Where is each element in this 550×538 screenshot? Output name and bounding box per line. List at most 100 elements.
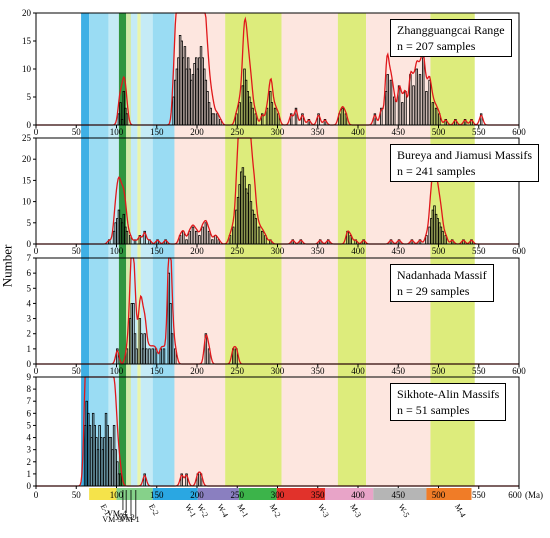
x-tick-label: 600 (512, 366, 526, 376)
time-band (118, 13, 127, 486)
x-tick-label: 300 (271, 246, 285, 256)
x-tick-label: 0 (34, 246, 39, 256)
x-tick-label: 200 (190, 127, 204, 137)
time-band (337, 13, 367, 486)
x-tick-label: 250 (231, 366, 245, 376)
y-tick-label: 1 (27, 469, 32, 479)
time-band (81, 13, 90, 486)
time-band (140, 13, 153, 486)
legend-title: Sikhote-Alin Massifs (397, 387, 500, 401)
event-label: W-4 (215, 503, 230, 519)
y-tick-label: 5 (27, 92, 32, 102)
x-tick-label: 450 (392, 366, 406, 376)
y-tick-label: 7 (27, 396, 32, 406)
y-tick-label: 2 (27, 457, 32, 467)
x-tick-label: 50 (72, 366, 82, 376)
timescale-segment (373, 488, 427, 500)
y-tick-label: 1 (27, 344, 32, 354)
y-tick-label: 4 (27, 433, 32, 443)
y-tick-label: 15 (22, 36, 32, 46)
y-tick-label: 0 (27, 239, 32, 249)
time-band (281, 13, 338, 486)
x-tick-label: 600 (512, 127, 526, 137)
event-label: W-3 (316, 503, 331, 519)
x-tick-label: 500 (432, 127, 446, 137)
y-tick-label: 3 (27, 445, 32, 455)
event-label: M-1 (236, 503, 251, 519)
timescale-label: 500 (432, 490, 446, 500)
x-tick-label: 150 (150, 366, 164, 376)
x-tick-label: 50 (72, 490, 82, 500)
time-band (225, 13, 282, 486)
x-tick-label: 600 (512, 246, 526, 256)
y-tick-label: 20 (22, 8, 32, 18)
timescale-segment (89, 488, 117, 500)
y-axis-label: Number (0, 244, 15, 288)
timescale-segment (197, 488, 239, 500)
legend-title: Nadanhada Massif (397, 268, 487, 282)
y-tick-label: 9 (27, 372, 32, 382)
x-tick-label: 450 (392, 246, 406, 256)
event-label: M-4 (453, 503, 468, 519)
x-tick-label: 400 (351, 127, 365, 137)
timescale-label: 150 (150, 490, 164, 500)
y-tick-label: 10 (22, 64, 32, 74)
y-tick-label: 20 (22, 154, 32, 164)
x-tick-label: 200 (190, 246, 204, 256)
x-tick-label: 50 (72, 127, 82, 137)
x-tick-label: 400 (351, 246, 365, 256)
legend-sample-count: n = 51 samples (397, 403, 470, 417)
x-tick-label: 100 (110, 366, 124, 376)
y-tick-label: 0 (27, 481, 32, 491)
x-tick-label: 350 (311, 246, 325, 256)
timescale-label: 400 (351, 490, 365, 500)
vm-label: VM-1 (120, 515, 140, 524)
time-band (126, 13, 131, 486)
y-tick-label: 10 (22, 197, 32, 207)
vm-label: VM-3 (102, 515, 122, 524)
timescale-label: 450 (392, 490, 406, 500)
event-label: W-1 (183, 503, 198, 519)
legend-sample-count: n = 29 samples (397, 284, 470, 298)
x-tick-label: 500 (432, 366, 446, 376)
x-tick-label: 300 (271, 127, 285, 137)
timescale-segment (238, 488, 277, 500)
probability-density-curve (36, 12, 519, 126)
x-tick-label: 550 (472, 127, 486, 137)
x-tick-label: 0 (34, 127, 39, 137)
timescale-label: 350 (311, 490, 325, 500)
time-band (108, 13, 119, 486)
x-tick-label: 350 (311, 366, 325, 376)
x-tick-label: 550 (472, 246, 486, 256)
x-tick-label: 0 (34, 366, 39, 376)
x-tick-label: 50 (72, 246, 82, 256)
y-tick-label: 5 (27, 218, 32, 228)
timescale-segment (116, 488, 153, 500)
timescale-label: 550 (472, 490, 486, 500)
event-label: W-5 (397, 503, 412, 519)
y-tick-label: 4 (27, 298, 32, 308)
time-band (174, 13, 226, 486)
event-label: E-2 (147, 503, 161, 518)
time-band (89, 13, 109, 486)
y-tick-label: 3 (27, 314, 32, 324)
x-tick-label: 350 (311, 127, 325, 137)
y-tick-label: 5 (27, 420, 32, 430)
y-tick-label: 25 (22, 133, 32, 143)
panel-legend: Bureya and Jiamusi Massifs n = 241 sample… (390, 144, 539, 182)
timescale-segment (426, 488, 472, 500)
time-band (152, 13, 175, 486)
y-tick-label: 0 (27, 120, 32, 130)
timescale-segment (81, 488, 90, 500)
x-tick-label: 400 (351, 366, 365, 376)
time-band (130, 13, 138, 486)
timescale-label: 250 (231, 490, 245, 500)
panel-legend: Sikhote-Alin Massifs n = 51 samples (390, 383, 507, 421)
timescale-segment (152, 488, 198, 500)
x-tick-label: 550 (472, 366, 486, 376)
event-label: M-3 (348, 503, 363, 519)
timescale-label: 600 (508, 490, 522, 500)
event-label: M-2 (268, 503, 283, 519)
vm-label: VM-4 (107, 509, 127, 518)
y-tick-label: 15 (22, 175, 32, 185)
